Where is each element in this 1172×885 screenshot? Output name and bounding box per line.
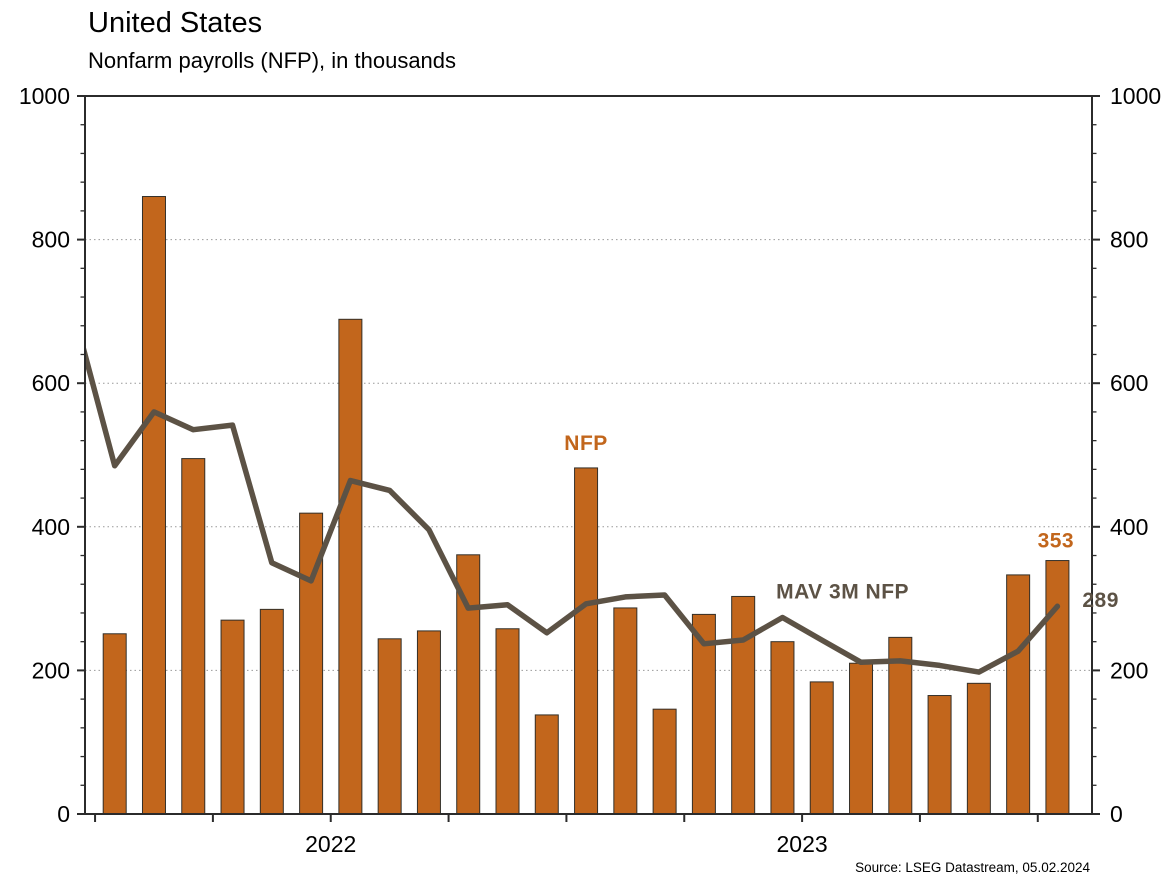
nfp-bar-Oct-2023 [927,695,952,815]
y-axis-label-left-200: 200 [32,657,70,683]
plot-frame [84,95,1093,815]
mav-3m-line [85,343,1061,675]
nfp-bar-Dec-2022 [534,714,559,815]
nfp-bar-Apr-2022 [220,619,245,815]
nfp-bar-Jul-2023 [809,681,834,815]
y-axis-label-right-800: 800 [1110,227,1148,253]
last-mav-value: 289 [1082,589,1119,612]
nfp-bar-May-2023 [731,595,756,815]
page-title: United States [88,7,263,39]
nfp-bar-Aug-2023 [849,662,874,815]
source-note: Source: LSEG Datastream, 05.02.2024 [855,860,1090,875]
y-axis-label-right-1000: 1000 [1110,83,1161,109]
nfp-bar-Nov-2023 [966,682,991,815]
last-nfp-value: 353 [1038,529,1075,552]
mav-series-label: MAV 3M NFP [776,580,909,603]
y-axis-label-right-0: 0 [1110,801,1123,827]
nfp-bar-Jul-2022 [338,318,363,815]
nfp-bar-May-2022 [259,608,284,815]
y-axis-label-left-0: 0 [57,801,70,827]
chart-subtitle: Nonfarm payrolls (NFP), in thousands [88,48,457,73]
nfp-bar-Jan-2024 [1045,560,1070,815]
nfp-bar-Mar-2023 [652,708,677,815]
x-axis-year-label-2022: 2022 [305,831,356,857]
nfp-bar-Feb-2022 [141,196,166,815]
y-axis-label-right-200: 200 [1110,657,1148,683]
nfp-bar-Sep-2022 [416,630,441,815]
nfp-bar-Feb-2023 [613,607,638,815]
x-axis-year-label-2023: 2023 [777,831,828,857]
y-axis-label-left-800: 800 [32,227,70,253]
nfp-series-label: NFP [564,432,608,455]
nfp-bar-Jan-2022 [102,633,127,815]
nfp-bar-Mar-2022 [181,458,206,815]
nfp-bar-Dec-2023 [1006,574,1031,815]
nfp-bar-Jun-2023 [770,641,795,815]
nfp-bar-Jan-2023 [574,467,599,815]
nfp-bar-Nov-2022 [495,628,520,815]
y-axis-label-left-600: 600 [32,370,70,396]
y-axis-label-left-1000: 1000 [19,83,70,109]
y-axis-label-right-400: 400 [1110,514,1148,540]
nfp-bar-Aug-2022 [377,638,402,815]
y-axis-label-left-400: 400 [32,514,70,540]
y-axis-label-right-600: 600 [1110,370,1148,396]
